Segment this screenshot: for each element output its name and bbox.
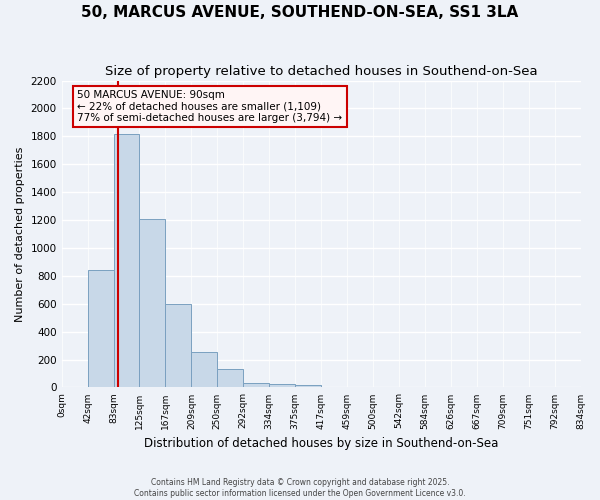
Text: Contains HM Land Registry data © Crown copyright and database right 2025.
Contai: Contains HM Land Registry data © Crown c…	[134, 478, 466, 498]
Text: 50, MARCUS AVENUE, SOUTHEND-ON-SEA, SS1 3LA: 50, MARCUS AVENUE, SOUTHEND-ON-SEA, SS1 …	[82, 5, 518, 20]
Bar	[321, 386, 347, 388]
Title: Size of property relative to detached houses in Southend-on-Sea: Size of property relative to detached ho…	[105, 65, 538, 78]
Bar	[269, 384, 295, 388]
Bar	[295, 386, 321, 388]
Bar	[399, 386, 425, 388]
X-axis label: Distribution of detached houses by size in Southend-on-Sea: Distribution of detached houses by size …	[144, 437, 498, 450]
Bar	[139, 218, 166, 388]
Y-axis label: Number of detached properties: Number of detached properties	[15, 146, 25, 322]
Bar	[243, 383, 269, 388]
Bar	[88, 270, 113, 388]
Bar	[113, 134, 139, 388]
Bar	[217, 370, 243, 388]
Text: 50 MARCUS AVENUE: 90sqm
← 22% of detached houses are smaller (1,109)
77% of semi: 50 MARCUS AVENUE: 90sqm ← 22% of detache…	[77, 90, 343, 123]
Bar	[191, 352, 217, 388]
Bar	[166, 304, 191, 388]
